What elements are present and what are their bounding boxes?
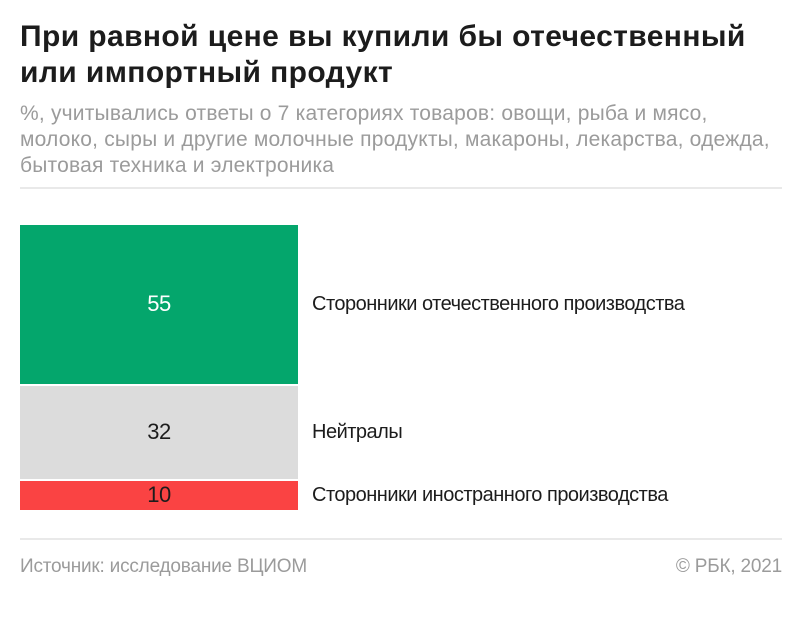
chart-row: 32 Нейтралы	[20, 386, 782, 479]
bar-segment: 32	[20, 386, 298, 479]
bar-value-label: 32	[147, 419, 171, 445]
copyright-note: © РБК, 2021	[675, 555, 782, 577]
bar-segment: 55	[20, 224, 298, 384]
category-label: Сторонники иностранного производства	[312, 483, 668, 506]
footer: Источник: исследование ВЦИОМ © РБК, 2021	[20, 555, 782, 579]
subtitle-line-2: молоко, сыры и другие молочные продукты,…	[20, 127, 770, 151]
chart-row: 10 Сторонники иностранного производства	[20, 480, 782, 510]
category-label: Сторонники отечественного производства	[312, 292, 685, 315]
bottom-divider	[20, 537, 782, 540]
subtitle-line-3: бытовая техника и электроника	[20, 153, 335, 177]
infographic-page: При равной цене вы купили бы отечественн…	[0, 19, 800, 619]
title-line-2: или импортный продукт	[20, 55, 394, 89]
bar-value-label: 55	[147, 291, 171, 317]
title-line-1: При равной цене вы купили бы отечественн…	[20, 19, 746, 53]
bar-value-label: 10	[147, 482, 171, 508]
chart-row: 55 Сторонники отечественного производства	[20, 224, 782, 384]
category-label: Нейтралы	[312, 420, 403, 443]
bar-segment: 10	[20, 480, 298, 510]
stacked-bar-chart: 55 Сторонники отечественного производства…	[20, 224, 782, 510]
page-subtitle: %, учитывались ответы о 7 категориях тов…	[20, 101, 782, 179]
source-note: Источник: исследование ВЦИОМ	[20, 555, 307, 577]
page-title: При равной цене вы купили бы отечественн…	[20, 19, 782, 91]
top-divider	[20, 186, 782, 189]
subtitle-line-1: %, учитывались ответы о 7 категориях тов…	[20, 101, 708, 125]
